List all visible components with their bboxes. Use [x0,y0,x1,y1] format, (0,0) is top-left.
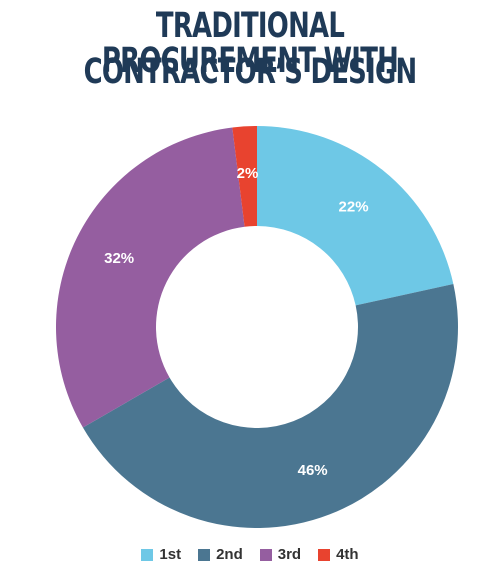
slice-label-1st: 22% [339,199,369,216]
legend-swatch [259,548,272,561]
legend-item-3rd: 3rd [259,546,302,563]
slice-label-2nd: 46% [298,462,328,479]
donut-slice-1st [257,126,454,306]
legend-item-1st: 1st [141,546,181,563]
donut-slice-2nd [82,283,459,529]
slice-label-3rd: 32% [104,250,134,267]
legend-swatch [141,548,154,561]
legend-label: 1st [159,546,182,563]
chart-title-line-2: CONTRACTOR’S DESIGN [83,52,418,92]
slice-labels: 22% 46% 32% 2% [104,165,368,479]
donut-slice-4th [232,126,257,227]
legend-swatch [318,548,331,561]
legend-label: 2nd [216,546,243,563]
legend-item-4th: 4th [318,546,359,563]
legend-label: 3rd [277,546,302,563]
chart-legend: 1st 2nd 3rd 4th [0,546,500,563]
donut-slices [56,126,459,529]
legend-swatch [198,548,211,561]
legend-item-2nd: 2nd [198,546,243,563]
donut-slice-3rd [56,127,245,428]
slice-label-4th: 2% [237,165,259,182]
legend-label: 4th [336,546,359,563]
chart-title-line-1: TRADITIONAL PROCUREMENT WITH [101,6,399,81]
